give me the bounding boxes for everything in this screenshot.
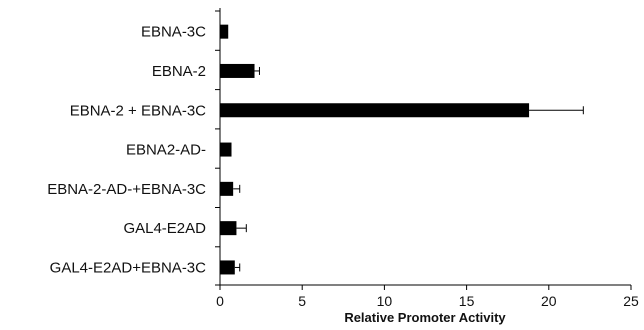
x-tick-label-2: 10 xyxy=(377,293,393,309)
x-tick-label-3: 15 xyxy=(459,293,475,309)
category-label-1: EBNA-2 xyxy=(152,63,206,80)
bar-1 xyxy=(220,63,255,78)
category-label-6: GAL4-E2AD+EBNA-3C xyxy=(50,259,206,276)
axes-layer xyxy=(215,8,632,290)
bar-2 xyxy=(220,103,530,118)
x-axis-title: Relative Promoter Activity xyxy=(344,310,506,325)
category-label-4: EBNA-2-AD-+EBNA-3C xyxy=(47,181,206,198)
x-tick-label-1: 5 xyxy=(298,293,306,309)
bar-6 xyxy=(220,260,235,275)
x-tick-label-5: 25 xyxy=(623,293,639,309)
bar-0 xyxy=(220,24,229,39)
bar-4 xyxy=(220,181,234,196)
category-label-5: GAL4-E2AD xyxy=(123,220,206,237)
labels-layer: EBNA-3C EBNA-2 EBNA-2 + EBNA-3C EBNA2-AD- EB… xyxy=(47,24,639,309)
category-label-3: EBNA2-AD- xyxy=(126,142,206,159)
x-tick-label-0: 0 xyxy=(216,293,224,309)
x-tick-label-4: 20 xyxy=(541,293,557,309)
bar-5 xyxy=(220,221,237,236)
bars-layer xyxy=(220,24,584,275)
category-label-0: EBNA-3C xyxy=(141,24,206,41)
category-label-2: EBNA-2 + EBNA-3C xyxy=(70,102,206,119)
bar-3 xyxy=(220,142,232,157)
